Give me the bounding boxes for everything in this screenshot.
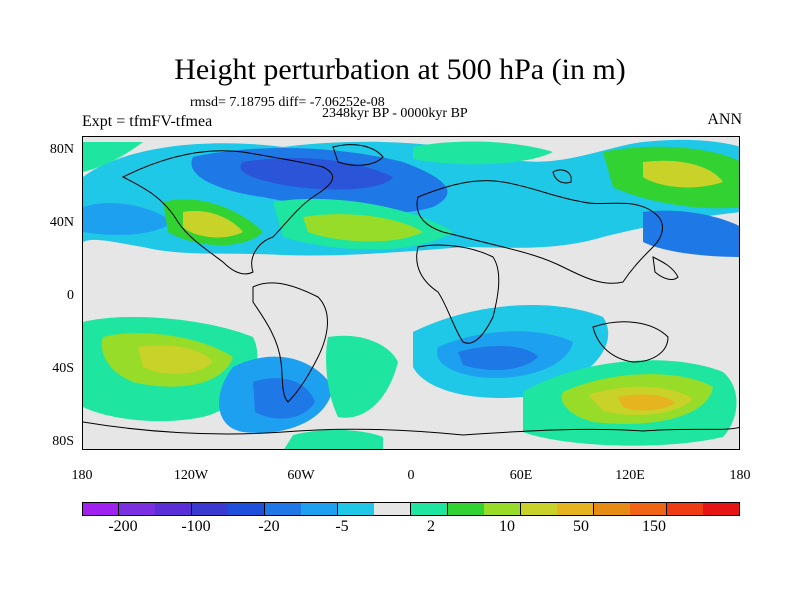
colorbar-swatch: [557, 502, 595, 516]
lat-label: 80S: [52, 434, 74, 449]
lon-label: 60W: [287, 468, 315, 483]
colorbar-label: 10: [499, 518, 515, 535]
sh-olive-pac: [138, 345, 213, 374]
lat-label: 0: [67, 288, 74, 303]
colorbar-swatch: [155, 502, 193, 516]
sh-blue-io-core: [458, 345, 538, 370]
colorbar-swatch: [82, 502, 120, 516]
colorbar-label: 150: [642, 518, 666, 535]
colorbar-swatch: [666, 502, 704, 516]
sh-green-atl: [326, 335, 398, 418]
colorbar-label: -5: [335, 518, 349, 535]
map-panel: [82, 136, 740, 450]
colorbar-swatch: [228, 502, 266, 516]
season-label: ANN: [707, 111, 742, 128]
lon-label: 0: [407, 468, 415, 483]
lat-label: 40N: [49, 215, 74, 230]
colorbar-swatch: [264, 502, 302, 516]
colorbar-label: 50: [573, 518, 589, 535]
lon-label: 60E: [509, 468, 533, 483]
colorbar-swatch: [411, 502, 449, 516]
lon-label: 180: [729, 468, 751, 483]
nh-blue-east: [643, 210, 739, 257]
lat-label: 40S: [52, 361, 74, 376]
sh-teal-west-s: [284, 429, 383, 449]
plot-title: Height perturbation at 500 hPa (in m): [174, 53, 626, 86]
lat-label: 80N: [49, 142, 74, 157]
colorbar-swatch: [593, 502, 631, 516]
lon-label: 180: [71, 468, 93, 483]
colorbar-label: 2: [427, 518, 435, 535]
nh-darkblue-core: [240, 157, 393, 190]
colorbar-frame: [82, 502, 740, 516]
nh-teal-west: [83, 142, 143, 172]
colorbar-label: -200: [108, 518, 138, 535]
coastlines: [83, 144, 739, 436]
colorbar-label: -100: [181, 518, 211, 535]
colorbar-swatch: [191, 502, 229, 516]
nh-olive-asia: [643, 160, 723, 188]
lon-label: 120E: [615, 468, 645, 483]
period-label: 2348kyr BP - 0000kyr BP: [322, 106, 468, 121]
colorbar: [82, 502, 741, 516]
nh-green-arctic: [413, 141, 553, 165]
colorbar-swatch: [118, 502, 156, 516]
experiment-label: Expt = tfmFV-tfmea: [82, 113, 213, 130]
colorbar-swatch: [447, 502, 485, 516]
colorbar-swatch: [337, 502, 375, 516]
nh-olive-pac: [183, 210, 243, 238]
colorbar-swatch: [520, 502, 558, 516]
nh-yg-eur: [303, 214, 423, 242]
nh-blue-atl: [83, 202, 173, 235]
sh-gold-aus: [618, 394, 675, 411]
stats-line: rmsd= 7.18795 diff= -7.06252e-08: [190, 95, 385, 110]
colorbar-swatch: [301, 502, 339, 516]
colorbar-swatch: [630, 502, 668, 516]
lon-label: 120W: [173, 468, 209, 483]
colorbar-label: -20: [258, 518, 280, 535]
map-field: [83, 137, 739, 449]
colorbar-swatch: [484, 502, 522, 516]
colorbar-swatch: [374, 502, 412, 516]
